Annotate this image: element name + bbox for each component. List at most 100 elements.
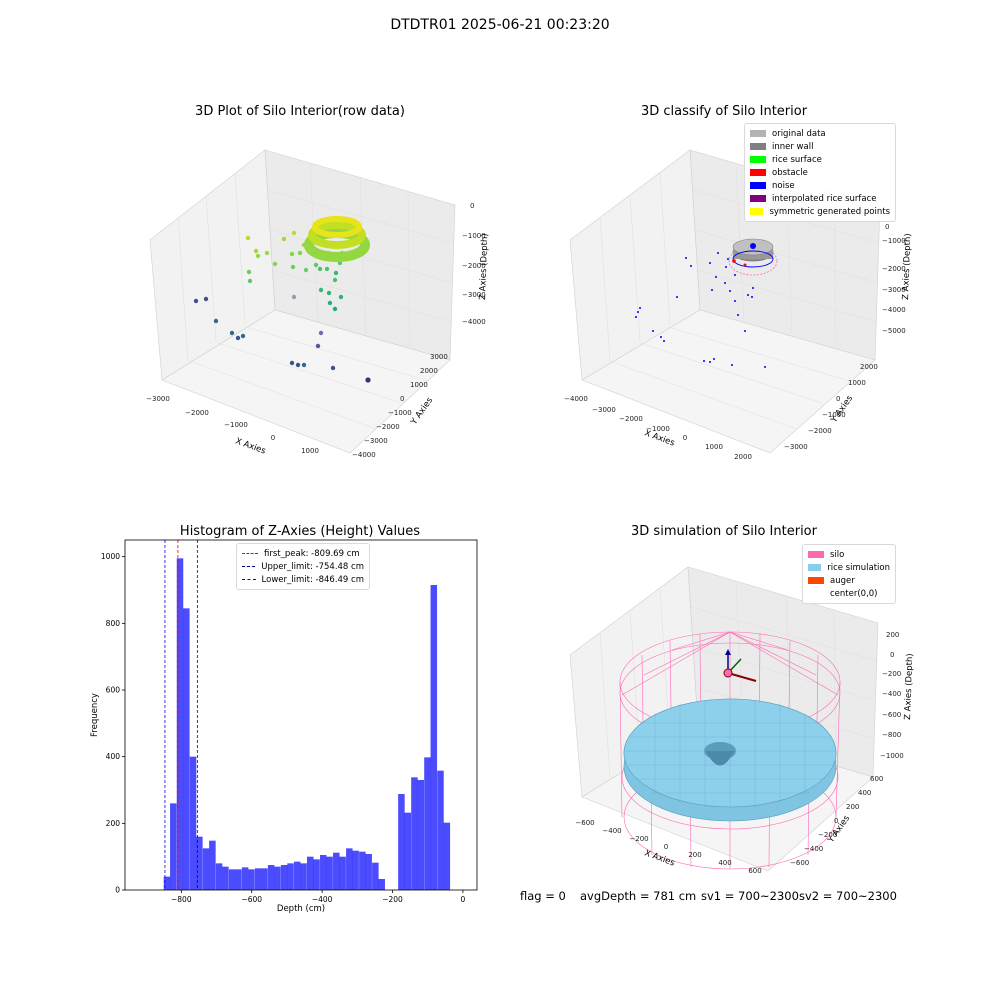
svg-text:0: 0	[834, 817, 838, 825]
y-tick: 1000	[101, 552, 125, 561]
svg-text:−400: −400	[312, 895, 333, 904]
legend-swatch	[750, 208, 764, 215]
status-sv1: sv1 = 700~2300	[701, 889, 799, 903]
svg-text:0: 0	[461, 895, 466, 904]
svg-text:−600: −600	[790, 859, 809, 867]
svg-text:−200: −200	[629, 835, 648, 843]
histogram-bar	[209, 840, 216, 890]
y-ticks: 0 200 400 600 800 1000	[101, 552, 125, 895]
legend-swatch	[808, 564, 822, 571]
svg-text:−600: −600	[241, 895, 262, 904]
histogram-bar	[326, 856, 333, 890]
svg-text:1000: 1000	[410, 381, 428, 389]
histogram-bars	[163, 558, 451, 890]
legend-entry: Lower_limit: -846.49 cm	[242, 573, 364, 586]
simulation-legend: silo rice simulation auger center(0,0)	[802, 544, 896, 604]
svg-text:0: 0	[885, 223, 889, 231]
histogram-title: Histogram of Z-Axies (Height) Values	[179, 524, 421, 539]
histogram-bar	[417, 780, 425, 890]
svg-text:1000: 1000	[705, 443, 723, 451]
histogram-bar	[254, 868, 262, 890]
svg-text:−1000: −1000	[880, 752, 904, 760]
svg-text:400: 400	[718, 859, 731, 867]
legend-swatch	[750, 130, 766, 137]
status-flag: flag = 0	[520, 889, 566, 903]
histogram-bar	[228, 869, 236, 890]
x-ticks: −800 −600 −400 −200 0	[171, 890, 466, 904]
raw-3d-plot: −3000 −2000 −1000 0 1000 3000 2000 1000 …	[146, 149, 490, 459]
histogram-bar	[176, 558, 184, 890]
legend-entry: obstacle	[750, 166, 890, 179]
histogram-chart: −800 −600 −400 −200 0 0 200 400 600 800 1000 Dept…	[90, 539, 478, 914]
legend-entry: center(0,0)	[808, 587, 890, 600]
histogram-bar	[189, 756, 197, 890]
histogram-bar	[333, 852, 340, 890]
svg-text:0: 0	[115, 886, 120, 895]
svg-text:0: 0	[890, 651, 894, 659]
svg-text:−800: −800	[171, 895, 192, 904]
status-sv2: sv2 = 700~2300	[799, 889, 897, 903]
y-tick: 800	[106, 619, 125, 628]
classify-noise-points	[635, 252, 766, 368]
simulation-x-label: X Axies	[643, 848, 676, 868]
histogram-bar	[443, 822, 451, 890]
svg-text:−400: −400	[602, 827, 621, 835]
legend-swatch	[750, 195, 766, 202]
svg-text:0: 0	[470, 202, 474, 210]
legend-line	[242, 566, 256, 567]
legend-swatch	[750, 156, 766, 163]
y-tick: 600	[106, 686, 125, 695]
svg-text:600: 600	[748, 867, 761, 875]
legend-entry: noise	[750, 179, 890, 192]
legend-swatch	[750, 143, 766, 150]
svg-text:2000: 2000	[860, 363, 878, 371]
legend-entry: interpolated rice surface	[750, 192, 890, 205]
svg-text:400: 400	[106, 752, 121, 761]
svg-text:−2000: −2000	[619, 415, 643, 423]
svg-text:−1000: −1000	[224, 421, 248, 429]
svg-text:−1000: −1000	[822, 411, 846, 419]
legend-entry: Upper_limit: -754.48 cm	[242, 560, 364, 573]
svg-text:−200: −200	[818, 831, 837, 839]
histogram-bar	[339, 856, 346, 890]
histogram-x-label: Depth (cm)	[277, 904, 325, 914]
raw-plot-title: 3D Plot of Silo Interior(row data)	[195, 104, 405, 119]
x-tick: −600	[241, 890, 262, 904]
histogram-vlines	[164, 540, 198, 890]
histogram-bar	[261, 868, 268, 890]
svg-text:200: 200	[106, 819, 121, 828]
histogram-y-label: Frequency	[90, 693, 100, 737]
simulation-plot-title: 3D simulation of Silo Interior	[631, 524, 817, 539]
classify-legend: original data inner wall rice surface ob…	[744, 123, 896, 222]
svg-text:−3000: −3000	[364, 437, 388, 445]
histogram-bar	[287, 863, 294, 890]
svg-text:600: 600	[106, 686, 121, 695]
simulation-axis-ticks: −600 −400 −200 0 200 400 600 600 400 200…	[575, 631, 903, 875]
raw-y-label: Y Axies	[409, 395, 436, 427]
histogram-bar	[274, 866, 281, 890]
svg-text:200: 200	[886, 631, 899, 639]
histogram-bar	[359, 851, 366, 890]
raw-axis-ticks: −3000 −2000 −1000 0 1000 3000 2000 1000 …	[146, 202, 486, 459]
raw-x-label: X Axies	[234, 436, 267, 456]
histogram-bar	[352, 850, 359, 890]
histogram-bar	[411, 777, 418, 890]
histogram-bar	[293, 861, 301, 890]
legend-entry: silo	[808, 548, 890, 561]
histogram-bar	[378, 879, 385, 890]
svg-text:800: 800	[106, 619, 121, 628]
histogram-bar	[163, 876, 171, 890]
legend-swatch	[750, 169, 766, 176]
svg-text:1000: 1000	[101, 552, 120, 561]
classify-axis-ticks: −4000 −3000 −2000 −1000 0 1000 2000 2000…	[564, 223, 906, 461]
legend-swatch	[750, 182, 766, 189]
raw-z-label: Z Axies (Depth)	[478, 233, 490, 300]
rice-simulation-surface	[623, 698, 837, 822]
svg-text:−2000: −2000	[882, 265, 906, 273]
histogram-bar	[241, 867, 249, 890]
svg-text:−2000: −2000	[808, 427, 832, 435]
svg-text:1000: 1000	[848, 379, 866, 387]
svg-text:−5000: −5000	[882, 327, 906, 335]
status-avg-depth: avgDepth = 781 cm	[580, 889, 697, 903]
svg-text:−3000: −3000	[462, 291, 486, 299]
